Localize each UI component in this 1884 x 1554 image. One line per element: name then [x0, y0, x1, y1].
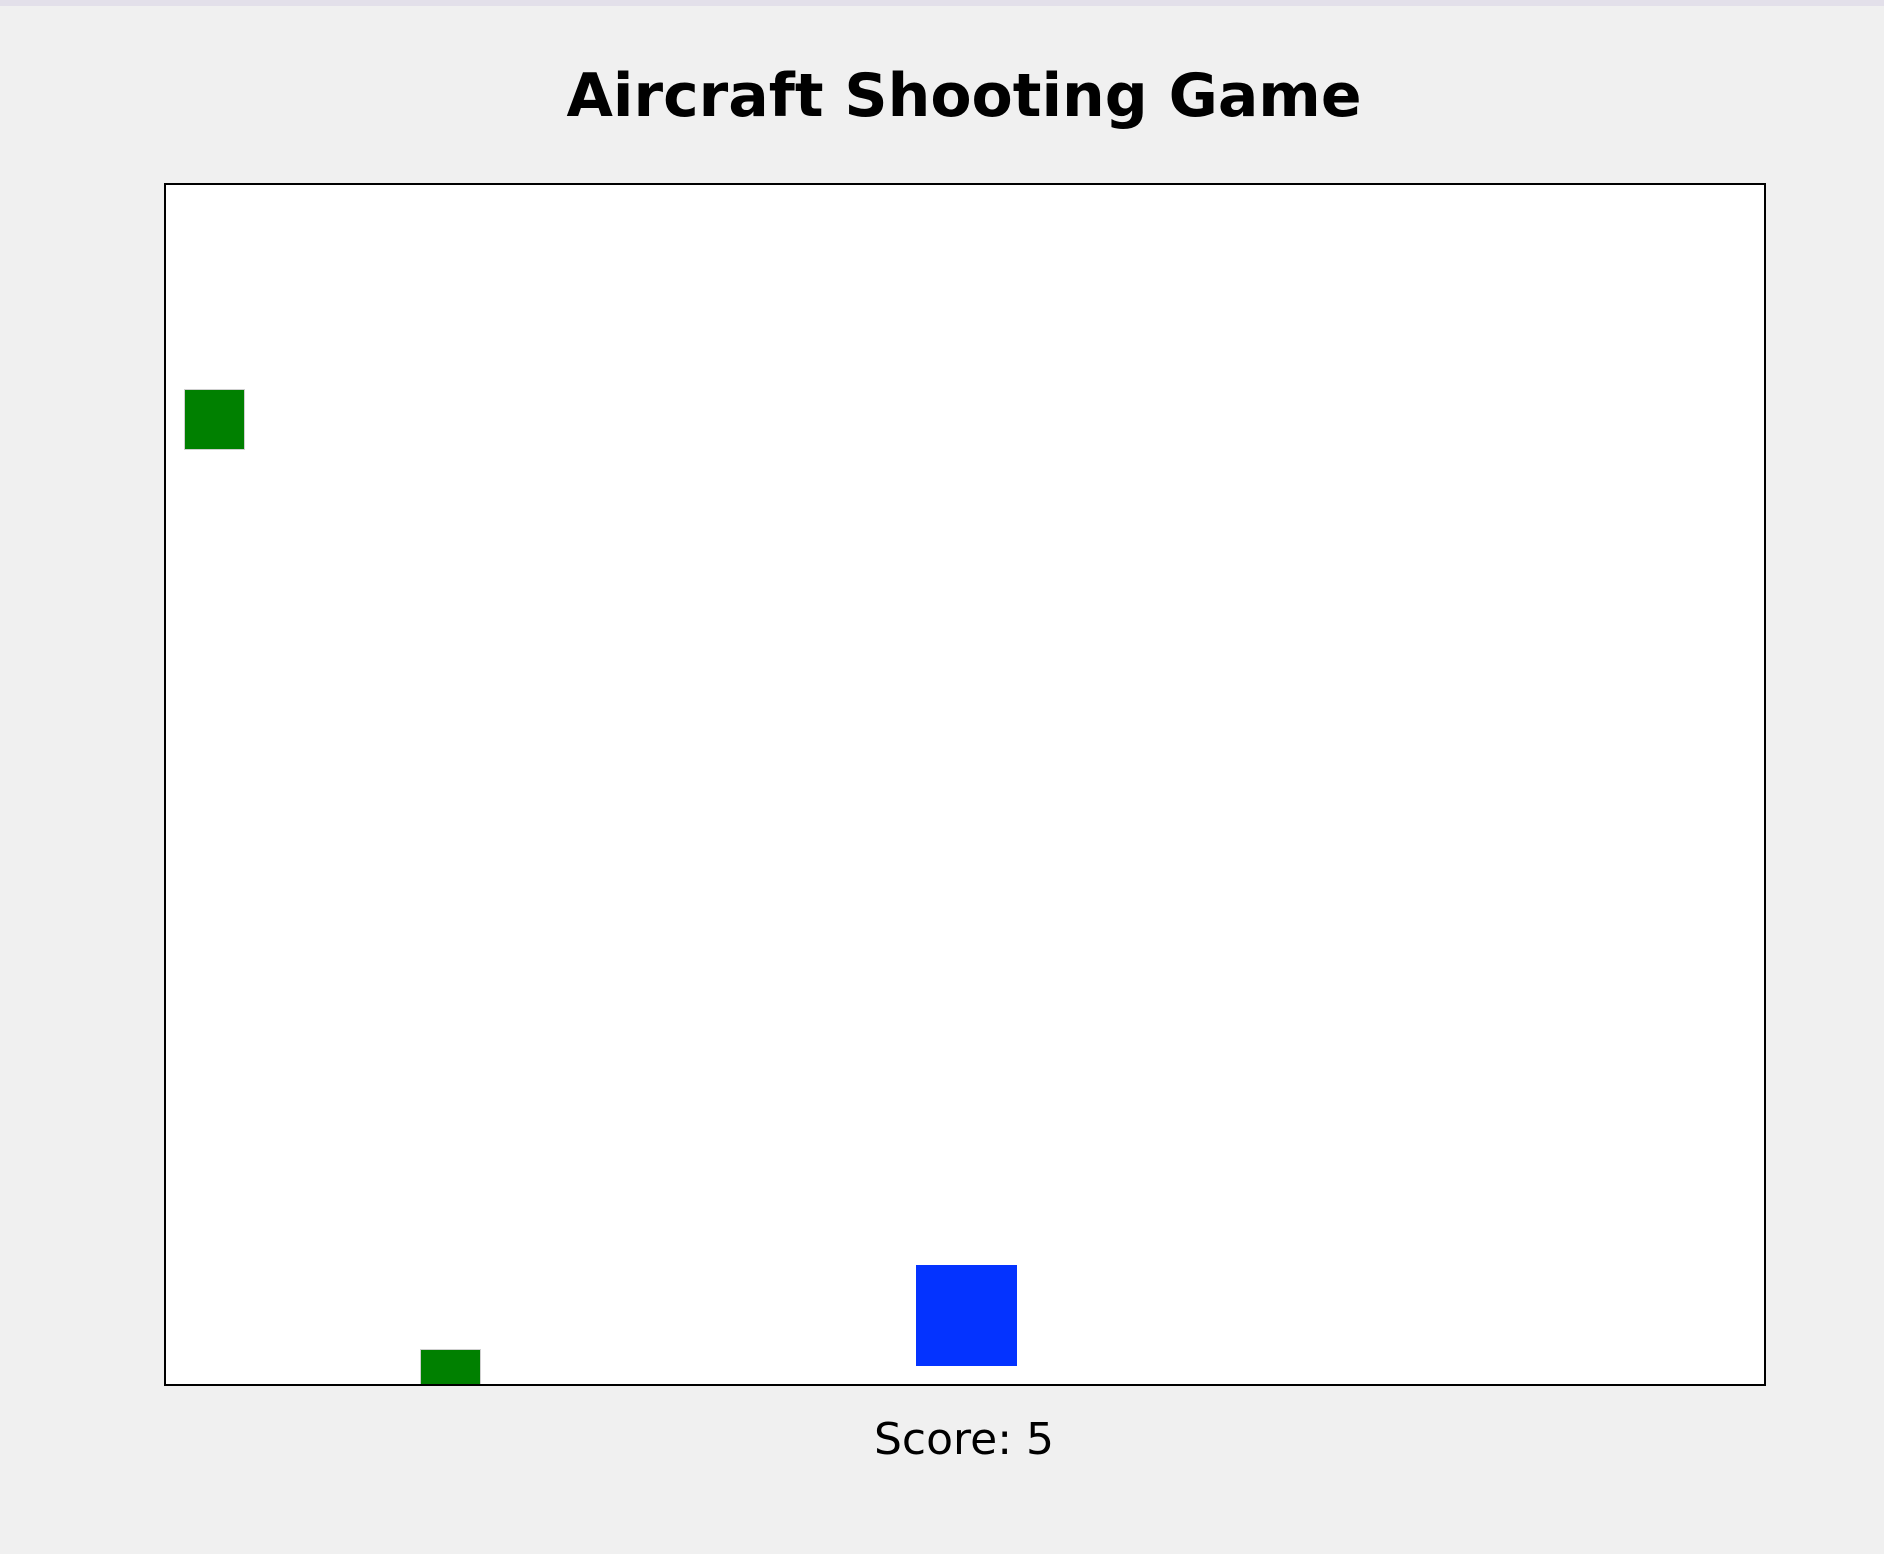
window-top-edge	[0, 0, 1884, 6]
player-aircraft[interactable]	[916, 1265, 1017, 1366]
score-display: Score: 5	[873, 1414, 1055, 1465]
page-title: Aircraft Shooting Game	[566, 61, 1362, 131]
enemy-aircraft	[184, 389, 245, 450]
game-canvas[interactable]	[164, 183, 1766, 1386]
enemy-aircraft	[420, 1349, 481, 1384]
